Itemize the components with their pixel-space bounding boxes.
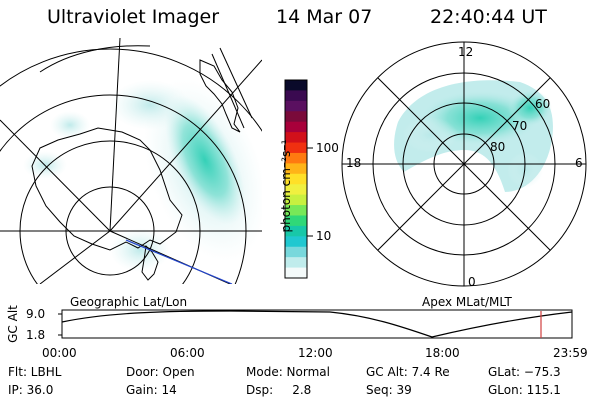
colorbar-segment: [285, 80, 307, 91]
color-scale-bar: [284, 79, 313, 279]
colorbar-unit-label: photon cm⁻²s⁻¹: [279, 139, 293, 233]
date-label: 14 Mar 07: [276, 6, 373, 28]
orbit-track-line: [125, 239, 233, 284]
colorbar-segment: [285, 236, 307, 248]
time-tick-0000: 00:00: [42, 346, 77, 360]
colorbar-segment: [285, 142, 307, 154]
status-gain: Gain: 14: [126, 383, 177, 397]
colorbar-tick-10: 10: [316, 229, 332, 243]
new-zealand-coastline: [141, 244, 159, 281]
status-seq: Seq: 39: [366, 383, 412, 397]
apex-polar-plot: [341, 41, 587, 287]
colorbar-segment: [285, 215, 307, 227]
mlt-label-18: 18: [346, 156, 362, 170]
instrument-title: Ultraviolet Imager: [47, 6, 220, 28]
geographic-caption: Geographic Lat/Lon: [70, 295, 188, 309]
status-filter: Flt: LBHL: [8, 365, 62, 379]
mlt-label-12: 12: [458, 45, 474, 59]
status-door: Door: Open: [126, 365, 195, 379]
time-label: 22:40:44 UT: [430, 6, 547, 28]
colorbar-segment: [285, 205, 307, 216]
status-gc-alt: GC Alt: 7.4 Re: [366, 365, 450, 379]
colorbar-segment: [285, 184, 307, 196]
colorbar-tick-100: 100: [316, 141, 339, 155]
colorbar-segment: [285, 267, 307, 279]
alt-ytick-9: 9.0: [26, 307, 46, 321]
status-mode: Mode: Normal: [246, 365, 330, 379]
colorbar-segment: [285, 152, 307, 164]
mlat-label-70: 70: [512, 119, 528, 133]
apex-caption: Apex MLat/MLT: [422, 295, 512, 309]
geo-aurora-emission: [23, 78, 262, 272]
status-glon: GLon: 115.1: [488, 383, 561, 397]
colorbar-segment: [285, 225, 307, 237]
altitude-plot: [58, 309, 573, 339]
geo-edge-arcs: [39, 45, 253, 129]
antarctica-coastline: [31, 127, 183, 251]
colorbar-segment: [285, 163, 307, 175]
mlat-label-80: 80: [490, 140, 506, 154]
colorbar-segment: [285, 246, 307, 258]
alt-ytick-1.8: 1.8: [26, 328, 46, 342]
altitude-curve: [61, 310, 573, 338]
status-glat: GLat: −75.3: [488, 365, 561, 379]
time-tick-1200: 12:00: [298, 346, 333, 360]
colorbar-segment: [285, 132, 307, 144]
mlt-label-6: 6: [575, 156, 583, 170]
colorbar-segment: [285, 173, 307, 185]
time-tick-2359: 23:59: [553, 346, 588, 360]
polar-aurora-emission: [394, 80, 553, 192]
status-ip: IP: 36.0: [8, 383, 54, 397]
colorbar-segment: [285, 90, 307, 102]
status-dsp: Dsp: 2.8: [246, 383, 312, 397]
colorbar-segment: [285, 111, 307, 123]
alt-ylabel: GC Alt: [6, 305, 20, 343]
colorbar-segment: [285, 257, 307, 269]
colorbar-segment: [285, 121, 307, 133]
colorbar-segment: [285, 194, 307, 206]
mlat-label-60: 60: [535, 97, 551, 111]
colorbar-segment: [285, 100, 307, 112]
mlt-label-0: 0: [468, 275, 476, 289]
time-tick-1800: 18:00: [425, 346, 460, 360]
time-tick-0600: 06:00: [170, 346, 205, 360]
geographic-map: [0, 38, 262, 284]
